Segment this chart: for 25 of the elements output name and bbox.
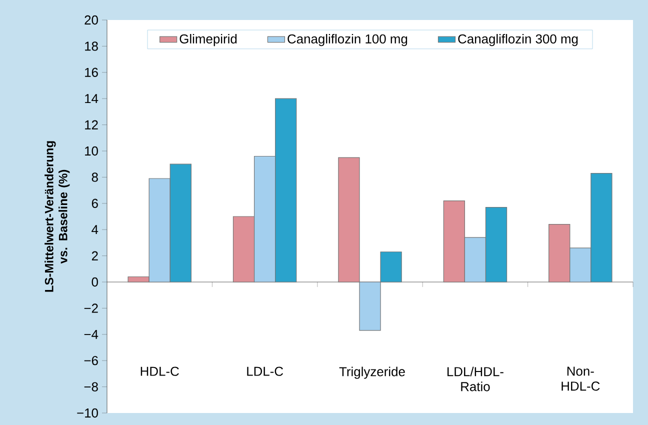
- y-tick-label: −6: [84, 356, 98, 366]
- legend-label: Canagliflozin 300 mg: [458, 34, 578, 46]
- x-tick-label: LDL-C: [247, 366, 284, 376]
- x-tick-label: HDL-C: [140, 366, 179, 376]
- y-tick-label: 14: [85, 94, 98, 104]
- y-tick-label: −8: [84, 382, 98, 392]
- x-tick-label: Triglyzeride: [339, 366, 405, 379]
- x-tick-label: Non-HDL-C: [562, 366, 600, 391]
- y-tick-label: 4: [92, 225, 98, 234]
- legend-label: Canagliflozin 100 mg: [288, 34, 408, 46]
- y-tick-label: −10: [77, 408, 98, 418]
- x-tick-label: LDL/HDL-Ratio: [447, 366, 504, 392]
- y-tick-label: 12: [85, 120, 98, 130]
- y-tick-label: 2: [92, 251, 98, 260]
- y-tick-label: 10: [85, 146, 98, 156]
- y-tick-label: 16: [85, 68, 98, 77]
- y-tick-label: 8: [92, 172, 98, 182]
- y-tick-label: −2: [84, 304, 98, 313]
- y-tick-label: 6: [92, 198, 98, 208]
- legend-label: Glimepirid: [180, 34, 237, 46]
- y-tick-label: 20: [84, 15, 98, 25]
- y-tick-label: 0: [92, 277, 98, 287]
- y-axis-title: LS-Mittelwert-Veränderung vs. Baseline (%): [44, 141, 70, 292]
- y-tick-label: 18: [85, 42, 98, 51]
- y-tick-label: −4: [84, 330, 98, 339]
